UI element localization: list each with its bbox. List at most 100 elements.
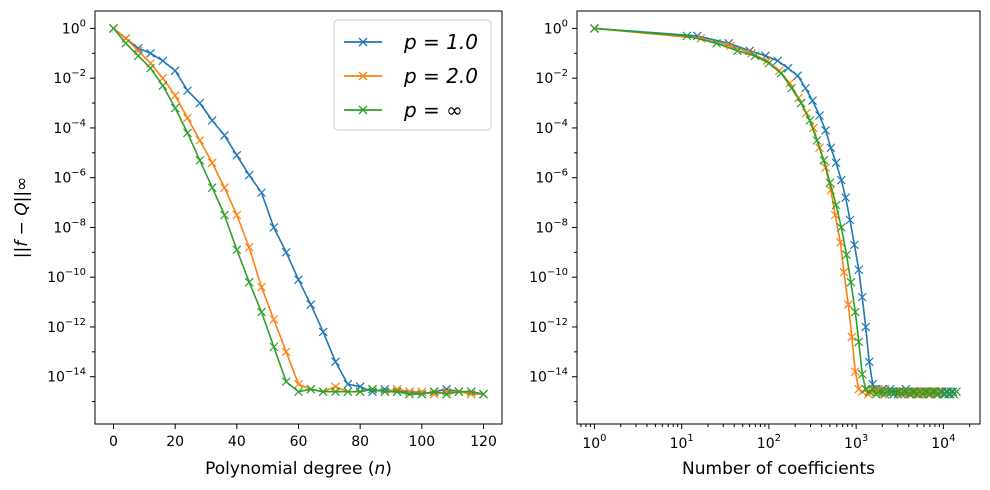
- data-point: [146, 48, 155, 58]
- x-axis-label: Number of coefficients: [682, 459, 875, 479]
- data-point: [812, 135, 822, 145]
- data-point: [819, 155, 829, 165]
- data-point: [158, 81, 168, 91]
- data-point: [826, 143, 836, 153]
- y-tick-label: 10−10: [47, 267, 86, 286]
- series-1: [590, 23, 948, 399]
- y-tick-label: 10−14: [47, 367, 86, 386]
- data-point: [479, 389, 488, 399]
- data-point: [821, 125, 831, 135]
- data-point: [825, 178, 835, 188]
- data-point: [808, 96, 817, 105]
- x-tick-label: 102: [757, 433, 781, 452]
- data-point: [244, 242, 254, 252]
- data-point: [948, 387, 958, 397]
- data-point: [331, 357, 340, 367]
- data-point: [891, 387, 901, 397]
- series-line: [594, 27, 954, 395]
- data-point: [831, 158, 841, 168]
- data-point: [796, 98, 806, 108]
- data-point: [207, 183, 217, 193]
- data-point: [842, 250, 851, 260]
- data-point: [355, 387, 365, 397]
- data-point: [281, 377, 291, 387]
- data-point: [220, 210, 229, 220]
- data-point: [920, 387, 930, 397]
- data-point: [146, 63, 155, 73]
- legend-frame: [333, 19, 492, 131]
- data-point: [899, 387, 909, 397]
- x-axis-label: Polynomial degree (n): [205, 459, 392, 479]
- data-point: [244, 170, 254, 180]
- data-point: [854, 337, 864, 347]
- data-point: [712, 38, 721, 48]
- series-2: [590, 23, 961, 399]
- y-tick-label: 10−4: [53, 118, 86, 137]
- data-point: [787, 83, 797, 93]
- series-line: [594, 27, 957, 395]
- data-point: [170, 91, 180, 101]
- legend-marker: [358, 105, 368, 115]
- y-tick-label: 10−14: [529, 367, 568, 386]
- y-tick-label: 10−8: [53, 217, 86, 236]
- legend: p = 1.0 p = 2.0 p = ∞: [333, 19, 492, 131]
- x-tick-label: 100: [408, 434, 435, 450]
- legend-label: p = ∞: [403, 98, 463, 122]
- data-point: [195, 135, 205, 145]
- y-tick-label: 100: [62, 18, 86, 37]
- x-tick-label: 101: [670, 433, 694, 452]
- data-point: [793, 71, 803, 81]
- data-point: [220, 130, 229, 140]
- data-point: [846, 277, 856, 287]
- data-point: [257, 188, 266, 198]
- x-tick-label: 60: [290, 434, 308, 450]
- data-point: [854, 265, 864, 275]
- x-tick-label: 100: [582, 433, 606, 452]
- data-point: [836, 223, 846, 232]
- data-point: [442, 389, 451, 399]
- data-point: [133, 51, 143, 61]
- data-point: [195, 98, 205, 108]
- x-tick-label: 104: [931, 433, 955, 452]
- data-point: [883, 387, 892, 397]
- data-point: [466, 387, 476, 397]
- data-point: [864, 357, 874, 367]
- data-point: [294, 275, 303, 285]
- data-point: [845, 215, 855, 225]
- data-point: [907, 387, 917, 397]
- data-point: [269, 223, 279, 232]
- data-point: [183, 128, 192, 138]
- data-point: [849, 240, 859, 250]
- data-point: [294, 387, 303, 397]
- x-tick-label: 40: [228, 434, 246, 450]
- y-tick-label: 100: [544, 18, 568, 37]
- series-2: [109, 23, 488, 399]
- data-point: [776, 68, 786, 78]
- data-point: [429, 387, 439, 397]
- x-tick-label: 0: [109, 434, 118, 450]
- data-point: [368, 384, 377, 394]
- y-tick-label: 10−12: [529, 317, 568, 336]
- data-point: [590, 23, 599, 33]
- data-point: [850, 367, 860, 377]
- series-0: [590, 23, 958, 399]
- data-point: [183, 113, 192, 123]
- data-point: [170, 103, 180, 113]
- data-point: [773, 56, 783, 66]
- data-point: [874, 387, 884, 397]
- legend-marker: [358, 71, 368, 81]
- data-point: [244, 277, 254, 287]
- data-point: [783, 63, 793, 73]
- data-point: [232, 245, 242, 255]
- y-tick-label: 10−6: [53, 168, 86, 187]
- data-point: [109, 23, 118, 33]
- y-tick-label: 10−6: [535, 168, 568, 187]
- data-point: [868, 384, 878, 394]
- data-point: [764, 58, 774, 68]
- x-tick-label: 103: [844, 433, 868, 452]
- data-point: [405, 389, 414, 399]
- y-tick-label: 10−4: [535, 118, 568, 137]
- y-tick-label: 10−12: [47, 317, 86, 336]
- data-point: [121, 38, 131, 48]
